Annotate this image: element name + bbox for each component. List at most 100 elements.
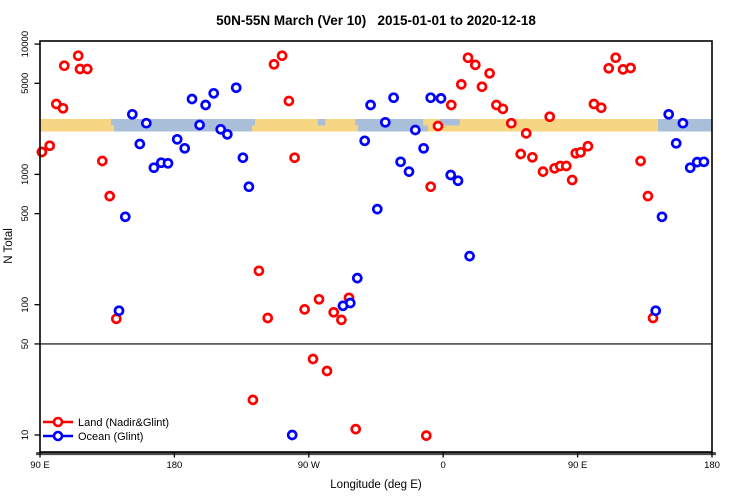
- data-point-ocean: [200, 99, 211, 111]
- y-axis: 10 50 100 500 1000 5000 10000: [20, 31, 40, 440]
- data-point-ocean: [365, 99, 376, 111]
- data-point-ocean: [656, 211, 668, 223]
- data-point-land: [544, 111, 556, 123]
- data-point-land: [462, 52, 474, 64]
- data-point-ocean: [237, 152, 249, 164]
- data-point-ocean: [379, 116, 391, 128]
- data-point-ocean: [171, 133, 183, 145]
- data-point-land: [445, 99, 457, 111]
- map-band-patch-ocean: [317, 119, 326, 126]
- map-band-patch-land: [110, 125, 114, 132]
- data-point-land: [420, 430, 432, 441]
- data-point-ocean: [286, 429, 298, 441]
- data-point-ocean: [359, 135, 371, 147]
- y-tick-label: 1000: [20, 164, 31, 185]
- data-point-land: [520, 128, 532, 139]
- data-point-land: [642, 190, 654, 202]
- data-point-land: [44, 140, 56, 152]
- data-point-ocean: [140, 117, 152, 129]
- data-point-land: [610, 52, 622, 64]
- data-point-land: [307, 353, 319, 365]
- data-point-land: [104, 190, 116, 202]
- data-point-land: [560, 160, 572, 172]
- data-point-ocean: [221, 128, 233, 140]
- data-point-ocean: [230, 82, 242, 94]
- data-point-land: [247, 394, 259, 406]
- plot-border: [39, 40, 713, 453]
- map-band-patch-ocean: [440, 119, 460, 126]
- data-point-land: [625, 62, 636, 74]
- data-point-ocean: [215, 123, 227, 135]
- legend-marker-land: [52, 416, 64, 428]
- data-point-land: [268, 58, 280, 70]
- data-point-land: [289, 152, 300, 164]
- data-point-ocean: [351, 272, 363, 284]
- data-points: [36, 50, 710, 441]
- y-tick-label: 500: [20, 206, 31, 222]
- map-band: [40, 119, 712, 132]
- data-point-land: [96, 155, 108, 167]
- data-point-ocean: [126, 108, 138, 120]
- data-point-ocean: [148, 162, 160, 174]
- y-tick-label: 10: [20, 430, 31, 441]
- data-point-ocean: [445, 169, 457, 181]
- data-point-land: [505, 117, 517, 129]
- y-axis-title: N Total: [3, 228, 15, 264]
- map-band-segment-land: [40, 119, 111, 132]
- data-point-land: [515, 148, 527, 160]
- data-point-land: [455, 79, 467, 90]
- data-point-ocean: [698, 156, 710, 168]
- data-point-ocean: [677, 117, 689, 129]
- legend-label: Ocean (Glint): [78, 431, 143, 443]
- data-point-ocean: [425, 92, 437, 104]
- data-point-ocean: [134, 138, 146, 150]
- data-point-land: [72, 50, 84, 62]
- data-point-ocean: [388, 92, 399, 104]
- map-band-segment-land: [427, 119, 658, 132]
- data-point-ocean: [684, 162, 696, 174]
- data-point-ocean: [650, 305, 662, 317]
- data-point-land: [635, 155, 646, 167]
- data-point-land: [57, 102, 69, 114]
- data-point-land: [527, 151, 538, 163]
- data-point-land: [328, 306, 340, 318]
- y-tick-label: 50: [20, 339, 31, 350]
- data-point-land: [36, 146, 48, 158]
- data-point-land: [299, 304, 310, 315]
- data-point-land: [537, 166, 549, 177]
- map-band-segment-ocean: [110, 119, 253, 132]
- map-band-segment-ocean: [355, 119, 428, 132]
- y-tick-label: 10000: [20, 31, 31, 57]
- data-point-land: [262, 312, 274, 324]
- data-point-land: [497, 103, 509, 115]
- data-point-ocean: [179, 142, 191, 154]
- data-point-land: [58, 60, 70, 72]
- data-point-land: [276, 50, 288, 62]
- data-point-ocean: [194, 119, 205, 131]
- data-point-land: [253, 265, 265, 277]
- data-point-land: [432, 120, 444, 132]
- chart-title: 50N-55N March (Ver 10) 2015-01-01 to 202…: [216, 13, 536, 28]
- data-point-ocean: [663, 108, 675, 120]
- data-point-ocean: [435, 93, 447, 104]
- plot-frame: [36, 40, 716, 456]
- data-point-ocean: [208, 87, 220, 99]
- x-tick-label: 180: [166, 460, 182, 471]
- map-band-patch-land: [355, 125, 359, 132]
- x-tick-label: 90 E: [30, 460, 50, 471]
- x-tick-label: 0: [441, 460, 446, 471]
- map-band-patch-ocean: [252, 119, 256, 126]
- x-axis-title: Longitude (deg E): [330, 479, 422, 491]
- map-band-patch-land: [423, 119, 430, 126]
- data-point-ocean: [464, 250, 475, 262]
- data-point-ocean: [186, 93, 198, 105]
- data-point-land: [484, 67, 495, 79]
- data-point-land: [566, 174, 578, 186]
- data-point-land: [350, 423, 362, 435]
- data-point-ocean: [119, 211, 131, 223]
- data-point-ocean: [409, 124, 421, 136]
- data-point-land: [476, 81, 488, 93]
- map-band-segment-land: [252, 119, 356, 132]
- data-point-land: [603, 62, 615, 74]
